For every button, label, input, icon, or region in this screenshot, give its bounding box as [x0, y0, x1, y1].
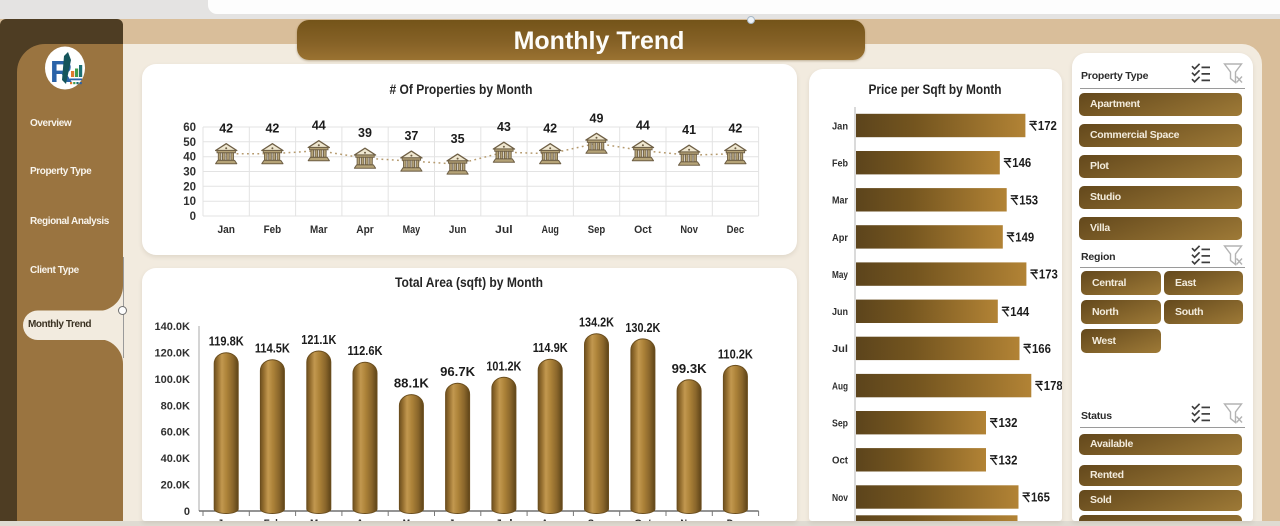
svg-text:50: 50 [183, 137, 196, 149]
svg-text:42: 42 [543, 122, 557, 136]
svg-text:May: May [403, 518, 421, 521]
svg-text:Jul: Jul [495, 224, 513, 236]
svg-text:Feb: Feb [264, 224, 282, 236]
svg-text:20.0K: 20.0K [161, 480, 190, 492]
svg-text:Price per Sqft by Month: Price per Sqft by Month [869, 82, 1002, 97]
svg-text:Aug: Aug [541, 224, 559, 236]
svg-text:153: 153 [1019, 193, 1038, 207]
svg-text:121.1K: 121.1K [301, 333, 336, 347]
svg-text:42: 42 [219, 122, 233, 136]
svg-text:May: May [832, 269, 848, 281]
svg-text:49: 49 [590, 111, 604, 125]
svg-text:Sep: Sep [588, 224, 606, 236]
svg-text:178: 178 [1044, 379, 1062, 393]
svg-text:Aug: Aug [832, 380, 848, 392]
svg-text:146: 146 [1012, 156, 1031, 170]
svg-text:Nov: Nov [832, 492, 848, 504]
svg-text:119.8K: 119.8K [209, 335, 244, 349]
svg-text:Mar: Mar [310, 518, 328, 521]
svg-text:44: 44 [636, 119, 650, 133]
svg-text:114.5K: 114.5K [255, 342, 290, 356]
svg-text:40.0K: 40.0K [161, 453, 190, 465]
svg-text:20: 20 [183, 181, 196, 193]
svg-text:96.7K: 96.7K [440, 365, 475, 379]
svg-text:110.2K: 110.2K [718, 347, 753, 361]
svg-text:60.0K: 60.0K [161, 427, 190, 439]
svg-text:88.1K: 88.1K [394, 377, 429, 391]
svg-text:Oct: Oct [634, 518, 652, 521]
svg-text:Oct: Oct [634, 224, 652, 236]
svg-text:Dec: Dec [727, 518, 745, 521]
svg-text:Sep: Sep [832, 418, 848, 430]
svg-text:43: 43 [497, 120, 511, 134]
svg-text:Jan: Jan [217, 224, 235, 236]
svg-text:10: 10 [183, 196, 196, 208]
svg-text:Apr: Apr [832, 232, 848, 244]
svg-text:99.3K: 99.3K [672, 362, 707, 376]
svg-text:60: 60 [183, 122, 196, 134]
svg-text:42: 42 [265, 122, 279, 136]
svg-text:Jun: Jun [832, 306, 848, 318]
svg-text:42: 42 [728, 122, 742, 136]
svg-text:35: 35 [451, 132, 465, 146]
svg-text:0: 0 [184, 506, 190, 518]
svg-text:44: 44 [312, 119, 326, 133]
svg-text:37: 37 [404, 129, 418, 143]
svg-text:Jul: Jul [495, 518, 513, 521]
svg-text:Nov: Nov [680, 224, 698, 236]
svg-text:May: May [403, 224, 421, 236]
svg-text:Sep: Sep [588, 518, 606, 521]
svg-text:144: 144 [1010, 305, 1029, 319]
svg-text:173: 173 [1039, 268, 1058, 282]
svg-text:Oct: Oct [832, 455, 848, 467]
svg-text:Apr: Apr [356, 518, 374, 521]
svg-text:172: 172 [1038, 119, 1057, 133]
svg-text:Total Area (sqft) by Month: Total Area (sqft) by Month [395, 275, 543, 290]
svg-text:164: 164 [1030, 521, 1049, 522]
svg-text:40: 40 [183, 152, 196, 164]
svg-text:Mar: Mar [832, 195, 848, 207]
svg-text:Mar: Mar [310, 224, 328, 236]
svg-text:132: 132 [999, 416, 1018, 430]
svg-text:140.0K: 140.0K [155, 321, 191, 333]
svg-text:Jun: Jun [449, 224, 467, 236]
svg-text:41: 41 [682, 123, 696, 137]
svg-text:Dec: Dec [727, 224, 745, 236]
svg-text:166: 166 [1032, 342, 1051, 356]
svg-text:101.2K: 101.2K [486, 359, 521, 373]
svg-text:Feb: Feb [264, 518, 282, 521]
svg-text:149: 149 [1015, 230, 1034, 244]
svg-text:# Of Properties by Month: # Of Properties by Month [390, 82, 533, 97]
svg-text:39: 39 [358, 126, 372, 140]
svg-text:Jul: Jul [832, 343, 848, 355]
svg-text:Apr: Apr [356, 224, 374, 236]
svg-text:132: 132 [999, 453, 1018, 467]
svg-text:Feb: Feb [832, 158, 848, 170]
svg-text:Jan: Jan [832, 120, 848, 132]
svg-text:165: 165 [1031, 491, 1050, 505]
svg-text:100.0K: 100.0K [155, 374, 191, 386]
svg-text:120.0K: 120.0K [155, 347, 191, 359]
svg-text:80.0K: 80.0K [161, 400, 190, 412]
svg-text:Nov: Nov [680, 518, 698, 521]
svg-text:30: 30 [183, 167, 196, 179]
svg-text:134.2K: 134.2K [579, 316, 614, 330]
svg-text:130.2K: 130.2K [625, 321, 660, 335]
svg-text:0: 0 [190, 211, 196, 223]
svg-text:114.9K: 114.9K [533, 341, 568, 355]
svg-text:112.6K: 112.6K [348, 344, 383, 358]
svg-text:Jun: Jun [449, 518, 467, 521]
svg-text:Jan: Jan [217, 518, 235, 521]
svg-text:Aug: Aug [541, 518, 559, 521]
